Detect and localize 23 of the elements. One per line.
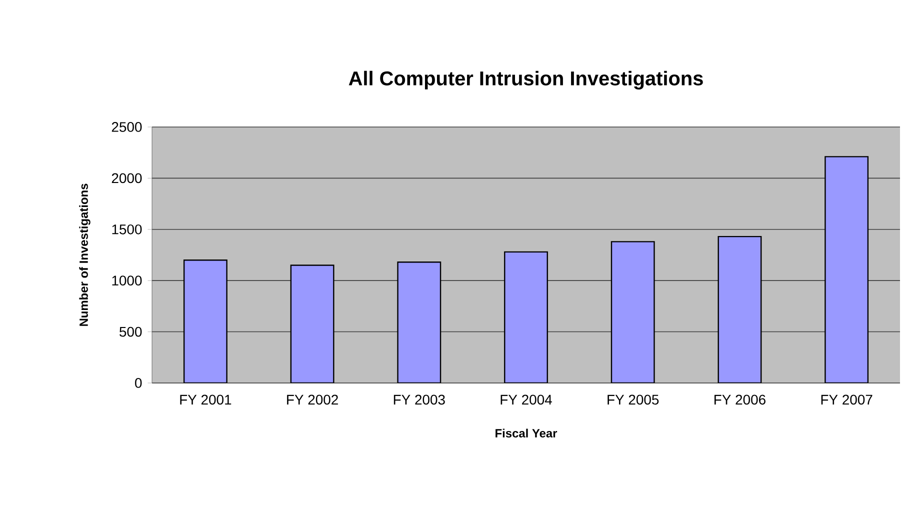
bar bbox=[610, 241, 655, 383]
x-tick-label: FY 2003 bbox=[394, 394, 445, 405]
y-tick-label: 500 bbox=[120, 326, 142, 337]
x-tick-label: FY 2007 bbox=[821, 394, 872, 405]
bar bbox=[824, 156, 869, 383]
y-tick-label: 0 bbox=[135, 378, 142, 388]
x-tick-label: FY 2001 bbox=[180, 394, 232, 405]
y-tick-label: 2000 bbox=[112, 173, 142, 184]
x-tick-label: FY 2006 bbox=[714, 394, 766, 405]
bar bbox=[718, 236, 762, 383]
bar bbox=[183, 260, 228, 383]
bar bbox=[397, 262, 442, 383]
chart-title: All Computer Intrusion Investigations bbox=[348, 70, 703, 90]
x-tick-label: FY 2004 bbox=[500, 394, 552, 405]
x-tick-label: FY 2005 bbox=[608, 394, 659, 405]
bar bbox=[290, 264, 334, 383]
y-tick-label: 1000 bbox=[112, 276, 142, 286]
x-axis-title: Fiscal Year bbox=[496, 428, 558, 438]
y-axis-title: Number of Investigations bbox=[79, 184, 90, 326]
bar bbox=[504, 251, 548, 383]
y-tick-label: 2500 bbox=[112, 122, 142, 132]
y-tick-label: 1500 bbox=[112, 224, 142, 234]
x-tick-label: FY 2002 bbox=[287, 394, 338, 405]
